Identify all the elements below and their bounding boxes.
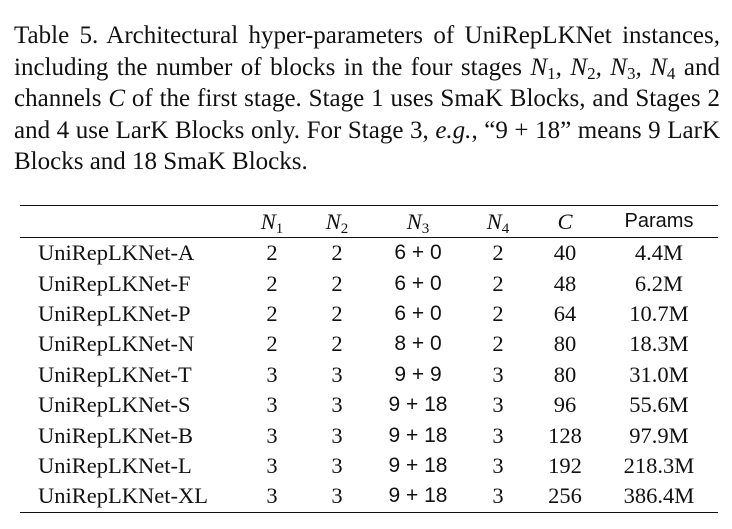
cell-n3: 6 + 0 [394,241,442,265]
cell-n1: 3 [266,392,278,418]
cell-n1: 3 [266,483,278,509]
cell-c: 192 [548,452,582,478]
table-container: N1 N2 N3 N4 C Params UniRepLKNet-A 2 2 6 + … [20,205,718,513]
cell-n4: 3 [492,422,504,448]
caption-text-2: and channels [14,53,720,113]
cell-name: UniRepLKNet-S [38,392,191,418]
cell-params: 10.7M [629,300,689,326]
table-row: UniRepLKNet-F 2 2 6 + 0 2 48 6.2M [20,268,718,298]
caption-eg: e.g. [435,116,472,144]
cell-params: 386.4M [623,483,695,509]
cell-name: UniRepLKNet-N [38,331,195,357]
cell-name: UniRepLKNet-T [38,361,192,387]
cell-params: 6.2M [634,270,684,296]
cell-n3: 6 + 0 [394,301,442,325]
cell-n4: 3 [492,392,504,418]
cell-params: 55.6M [629,392,689,418]
cell-params: 4.4M [634,240,684,266]
cell-name: UniRepLKNet-B [38,422,193,448]
cell-n1: 2 [266,300,278,326]
cell-name: UniRepLKNet-A [38,240,195,266]
cell-n1: 3 [266,452,278,478]
cell-n1: 2 [266,331,278,357]
cell-n2: 2 [331,270,343,296]
cell-params: 18.3M [629,331,689,357]
header-n2: N2 [304,205,370,238]
cell-n3: 6 + 0 [394,271,442,295]
cell-params: 218.3M [623,452,695,478]
header-c: C [530,205,600,238]
cell-n1: 3 [266,422,278,448]
cell-c: 40 [553,240,577,266]
caption-math-stages: N1, N2, N3, N4 [530,53,676,83]
cell-n2: 3 [331,422,343,448]
cell-n4: 2 [492,270,504,296]
cell-c: 48 [553,270,577,296]
cell-n4: 3 [492,483,504,509]
table-row: UniRepLKNet-L 3 3 9 + 18 3 192 218.3M [20,451,718,481]
cell-n3: 9 + 9 [394,362,442,386]
cell-c: 80 [553,361,577,387]
cell-n2: 2 [331,331,343,357]
cell-n4: 3 [492,361,504,387]
table-row: UniRepLKNet-T 3 3 9 + 9 3 80 31.0M [20,360,718,390]
cell-name: UniRepLKNet-F [38,270,191,296]
cell-c: 80 [553,331,577,357]
caption-text-1: Architectural hyper-parameters of UniRep… [14,22,720,81]
cell-n2: 3 [331,392,343,418]
cell-name: UniRepLKNet-P [38,300,191,326]
hyperparameter-table: N1 N2 N3 N4 C Params UniRepLKNet-A 2 2 6 + … [20,205,718,513]
cell-n2: 3 [331,483,343,509]
header-params: Params [600,205,718,238]
cell-n3: 9 + 18 [388,453,448,477]
cell-n1: 2 [266,270,278,296]
cell-n4: 2 [492,240,504,266]
table-row: UniRepLKNet-S 3 3 9 + 18 3 96 55.6M [20,390,718,420]
cell-c: 128 [548,422,582,448]
cell-n4: 2 [492,331,504,357]
cell-n2: 3 [331,452,343,478]
cell-n4: 3 [492,452,504,478]
cell-n3: 8 + 0 [394,332,442,356]
header-name [20,205,240,238]
table-row: UniRepLKNet-P 2 2 6 + 0 2 64 10.7M [20,299,718,329]
caption-label: Table 5. [14,22,99,49]
header-n1: N1 [240,205,304,238]
table-row: UniRepLKNet-N 2 2 8 + 0 2 80 18.3M [20,329,718,359]
cell-n2: 2 [331,240,343,266]
cell-c: 256 [548,483,582,509]
cell-params: 31.0M [629,361,689,387]
cell-n2: 2 [331,300,343,326]
header-n4: N4 [466,205,530,238]
cell-name: UniRepLKNet-XL [38,483,208,509]
cell-c: 64 [553,300,577,326]
table-caption: Table 5. Architectural hyper-parameters o… [14,20,720,178]
cell-n1: 3 [266,361,278,387]
cell-c: 96 [553,392,577,418]
cell-n4: 2 [492,300,504,326]
caption-math-channels: C [108,85,126,112]
cell-name: UniRepLKNet-L [38,452,192,478]
cell-n3: 9 + 18 [388,423,448,447]
caption-text-3: of the first stage. Stage 1 uses SmaK Bl… [14,85,720,144]
header-n3: N3 [370,205,466,238]
cell-n2: 3 [331,361,343,387]
cell-n1: 2 [266,240,278,266]
table-row: UniRepLKNet-B 3 3 9 + 18 3 128 97.9M [20,420,718,450]
table-row: UniRepLKNet-XL 3 3 9 + 18 3 256 386.4M [20,481,718,512]
caption-text-4: , “9 + 18” means 9 LarK Blocks and 18 Sm… [14,116,720,176]
cell-n3: 9 + 18 [388,393,448,417]
table-row: UniRepLKNet-A 2 2 6 + 0 2 40 4.4M [20,238,718,269]
table-header-row: N1 N2 N3 N4 C Params [20,205,718,238]
cell-n3: 9 + 18 [388,484,448,508]
cell-params: 97.9M [629,422,689,448]
